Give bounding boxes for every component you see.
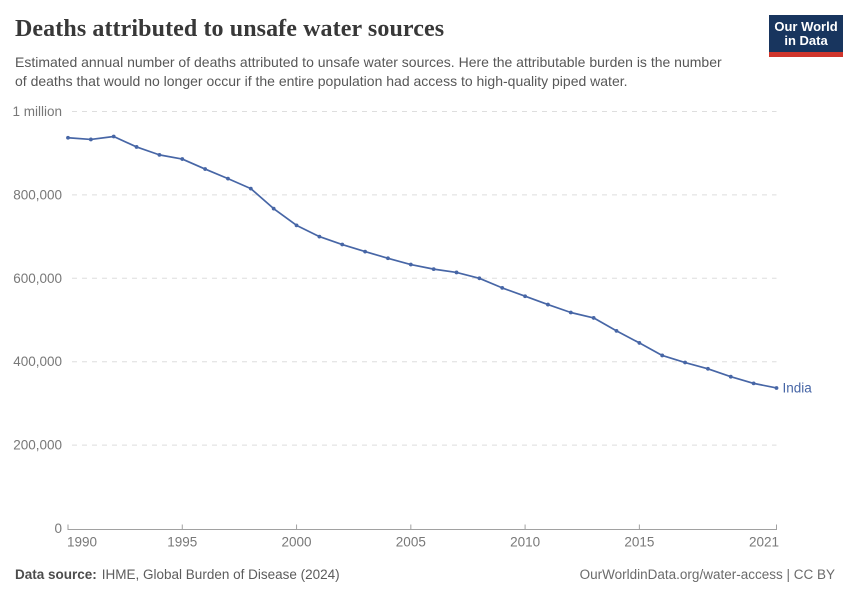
data-point xyxy=(180,157,185,161)
x-axis-tick-label: 2015 xyxy=(624,535,654,550)
data-source-label: Data source: xyxy=(15,567,97,582)
data-point xyxy=(706,366,710,371)
data-point xyxy=(340,242,345,247)
data-point xyxy=(226,176,230,181)
x-axis-tick-label: 2010 xyxy=(510,535,540,550)
data-point xyxy=(134,145,139,149)
data-point xyxy=(774,386,779,390)
data-point xyxy=(157,152,162,157)
y-axis-tick-label: 200,000 xyxy=(13,438,62,453)
page-title: Deaths attributed to unsafe water source… xyxy=(15,16,445,42)
data-point xyxy=(363,249,368,254)
data-point xyxy=(728,374,733,379)
data-point xyxy=(111,134,116,139)
owid-logo-line2: in Data xyxy=(784,33,828,48)
x-axis-tick-label: 2021 xyxy=(749,535,779,550)
data-point xyxy=(431,267,436,272)
chart-footer: Data source: IHME, Global Burden of Disea… xyxy=(15,567,835,582)
x-axis-tick-label: 1990 xyxy=(67,535,97,550)
data-point xyxy=(500,285,505,290)
x-axis-tick-label: 2000 xyxy=(282,535,312,550)
data-point xyxy=(88,137,93,142)
data-point xyxy=(546,302,550,307)
x-axis-tick-label: 2005 xyxy=(396,535,426,550)
y-axis-tick-label: 0 xyxy=(54,521,62,536)
data-point xyxy=(66,135,70,140)
data-point xyxy=(568,310,573,315)
license-badge: CC BY xyxy=(793,567,835,582)
series-line-india xyxy=(67,135,778,389)
data-point xyxy=(591,316,596,320)
y-axis-tick-label: 800,000 xyxy=(13,187,62,202)
data-point xyxy=(248,186,253,191)
data-point xyxy=(614,328,619,333)
x-axis-tick-label: 1995 xyxy=(167,535,197,550)
data-point xyxy=(294,223,299,228)
data-point xyxy=(454,270,459,275)
y-axis-tick-label: 400,000 xyxy=(13,354,62,369)
data-point xyxy=(271,206,276,211)
chart-subtitle: Estimated annual number of deaths attrib… xyxy=(15,54,722,89)
data-source-value: IHME, Global Burden of Disease (2024) xyxy=(101,567,340,582)
data-point xyxy=(751,381,756,386)
y-axis-tick-label: 600,000 xyxy=(13,271,62,286)
footer-separator: | xyxy=(782,567,794,582)
data-point xyxy=(660,353,665,358)
data-point xyxy=(408,262,413,267)
y-axis-tick-label: 1 million xyxy=(12,104,62,119)
owid-logo[interactable]: Our World in Data xyxy=(769,15,843,57)
data-point xyxy=(386,256,390,261)
data-point xyxy=(317,234,322,239)
data-point xyxy=(477,276,482,281)
footer-credits: OurWorldinData.org/water-access | CC BY xyxy=(580,567,835,582)
data-source: Data source: IHME, Global Burden of Disea… xyxy=(15,567,340,582)
data-point xyxy=(637,341,642,345)
data-point xyxy=(683,360,687,365)
series-label: India xyxy=(783,380,813,395)
data-point xyxy=(203,167,208,171)
data-point xyxy=(523,294,527,299)
owid-logo-line1: Our World xyxy=(774,19,838,34)
owid-url-link[interactable]: OurWorldinData.org/water-access xyxy=(579,567,783,582)
